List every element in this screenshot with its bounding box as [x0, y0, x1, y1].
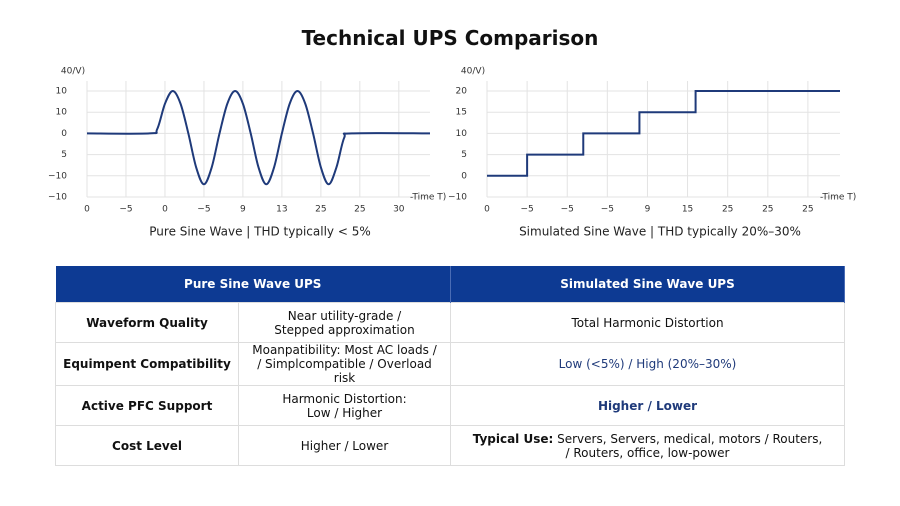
x-tick-label: 9 — [645, 205, 651, 215]
table-cell: Higher / Lower — [238, 425, 451, 466]
y-tick-label: −10 — [48, 171, 67, 181]
table-cell: Waveform Quality — [55, 302, 239, 343]
x-axis-label: -Time T) — [410, 193, 446, 203]
x-tick-label: −5 — [520, 205, 533, 215]
y-tick-label: 15 — [456, 108, 467, 118]
cell-label: Typical Use: — [472, 431, 554, 446]
y-axis-label: 40/V) — [61, 67, 85, 77]
y-tick-label: 20 — [456, 87, 468, 97]
y-tick-label: 10 — [456, 129, 468, 139]
table-cell: Typical Use: Servers, Servers, medical, … — [450, 425, 845, 466]
header-cell: Pure Sine Wave UPS — [55, 266, 451, 303]
table-cell: Moanpatibility: Most AC loads / / Simplc… — [238, 342, 451, 386]
x-tick-label: 25 — [722, 205, 733, 215]
x-tick-label: 0 — [484, 205, 490, 215]
x-tick-label: 9 — [240, 205, 246, 215]
table-cell: Cost Level — [55, 425, 239, 466]
x-tick-label: 0 — [84, 205, 90, 215]
table-cell: Near utility-grade / Stepped approximati… — [238, 302, 451, 343]
x-tick-label: 25 — [315, 205, 326, 215]
x-tick-label: 13 — [276, 205, 287, 215]
x-tick-label: 30 — [393, 205, 405, 215]
x-tick-label: −5 — [119, 205, 132, 215]
x-tick-label: 25 — [354, 205, 365, 215]
y-tick-label: 5 — [461, 150, 467, 160]
x-tick-label: −5 — [601, 205, 614, 215]
chart-caption: Pure Sine Wave | THD typically < 5% — [149, 225, 370, 239]
y-tick-label: 5 — [61, 150, 67, 160]
table-cell: Harmonic Distortion: Low / Higher — [238, 385, 451, 426]
y-tick-label: 10 — [56, 87, 68, 97]
table-cell: Low (<5%) / High (20%–30%) — [450, 342, 845, 386]
table-cell: Higher / Lower — [450, 385, 845, 426]
x-tick-label: −5 — [561, 205, 574, 215]
table-row: Active PFC Support Harmonic Distortion: L… — [55, 385, 845, 426]
y-axis-label: 40/V) — [461, 67, 485, 77]
table-row: Cost Level Higher / Lower Typical Use: Ser… — [55, 425, 845, 466]
y-tick-label: 0 — [61, 129, 67, 139]
cell-text: Servers, Servers, medical, motors / Rout… — [557, 431, 823, 460]
x-tick-label: −5 — [197, 205, 210, 215]
x-tick-label: 25 — [762, 205, 773, 215]
table-row: Equimpent Compatibility Moanpatibility: M… — [55, 342, 845, 386]
y-tick-label: −10 — [48, 193, 67, 203]
table-header: Pure Sine Wave UPS Simulated Sine Wave U… — [55, 266, 845, 303]
table-row: Waveform Quality Near utility-grade / Ste… — [55, 302, 845, 343]
waveform-line — [86, 89, 431, 186]
waveform-line — [487, 90, 840, 177]
chart-caption: Simulated Sine Wave | THD typically 20%–… — [519, 225, 801, 239]
x-tick-label: 15 — [682, 205, 693, 215]
x-axis-label: -Time T) — [820, 193, 856, 203]
header-cell: Simulated Sine Wave UPS — [450, 266, 845, 303]
x-tick-label: 25 — [802, 205, 813, 215]
y-tick-label: 0 — [461, 171, 467, 181]
y-tick-label: −10 — [448, 193, 467, 203]
table-cell: Equimpent Compatibility — [55, 342, 239, 386]
page-title: Technical UPS Comparison — [301, 26, 599, 50]
table-cell: Active PFC Support — [55, 385, 239, 426]
y-tick-label: 10 — [56, 108, 68, 118]
x-tick-label: 0 — [162, 205, 168, 215]
comparison-table: Pure Sine Wave UPS Simulated Sine Wave U… — [55, 266, 845, 466]
table-cell: Total Harmonic Distortion — [450, 302, 845, 343]
charts: 10 10 0 5 −10 −10 0 −5 0 −5 9 13 25 25 30 40/V) -Time T)… — [48, 67, 856, 239]
